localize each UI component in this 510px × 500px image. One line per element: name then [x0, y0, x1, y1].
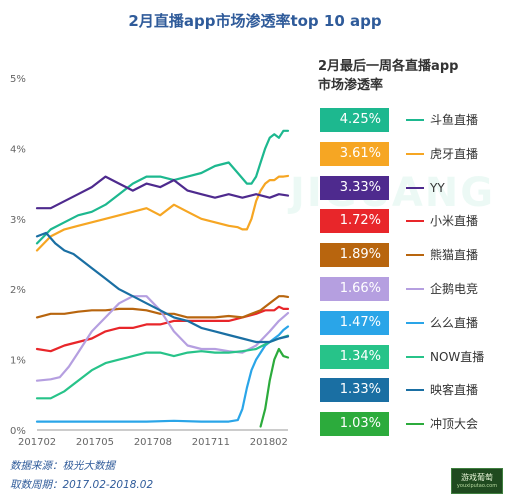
legend-title: 2月最后一周各直播app 市场渗透率: [318, 57, 498, 95]
footer-source: 数据来源：极光大数据: [10, 460, 115, 472]
legend-value-badge: 1.72%: [320, 209, 389, 234]
legend-series-name: 冲顶大会: [430, 417, 479, 432]
legend-line-swatch: [406, 152, 424, 155]
legend-item: 3.61% 虎牙直播: [320, 141, 505, 166]
legend-value-badge: 1.33%: [320, 378, 389, 403]
legend-item: 1.34% NOW直播: [320, 344, 505, 369]
legend-line-swatch: [406, 220, 424, 223]
legend-line-swatch: [406, 186, 424, 189]
chart-title: 2月直播app市场渗透率top 10 app: [128, 12, 382, 30]
x-tick-label: 201705: [76, 437, 114, 448]
legend-item: 1.72% 小米直播: [320, 209, 505, 234]
legend-line-swatch: [406, 288, 424, 290]
legend-series-name: 企鹅电竞: [430, 282, 479, 296]
legend-value-badge: 1.03%: [320, 412, 389, 437]
y-tick-label: 1%: [10, 356, 26, 367]
legend-item: 3.33% YY: [320, 175, 505, 200]
series-line: [259, 347, 290, 428]
legend-line-swatch: [406, 423, 424, 426]
legend-line-swatch: [406, 119, 424, 121]
series-line: [35, 325, 290, 423]
footer-period: 取数周期：2017.02-2018.02: [10, 479, 154, 491]
legend-item: 1.47% 么么直播: [320, 310, 505, 335]
series-line: [35, 334, 290, 400]
series-line: [35, 174, 290, 252]
legend-series-name: 映客直播: [430, 383, 479, 398]
series-line: [35, 295, 290, 319]
legend-series-name: YY: [430, 180, 445, 195]
logo-text: 游戏葡萄: [461, 473, 493, 482]
legend-value-badge: 1.34%: [320, 344, 389, 369]
y-tick-label: 2%: [10, 285, 26, 296]
legend-value-badge: 3.33%: [320, 175, 389, 200]
legend-line-swatch: [406, 254, 424, 257]
y-tick-label: 4%: [10, 144, 26, 155]
y-tick-label: 3%: [10, 215, 26, 226]
legend-series-name: NOW直播: [430, 349, 485, 364]
legend-line-swatch: [406, 321, 424, 324]
series-line: [35, 175, 290, 210]
y-tick-label: 5%: [10, 74, 26, 85]
legend-series-name: 么么直播: [430, 315, 479, 330]
legend-title-line1: 2月最后一周各直播app: [318, 59, 459, 74]
legend-series-name: 熊猫直播: [430, 248, 479, 263]
x-tick-label: 201708: [134, 437, 172, 448]
legend-item: 1.89% 熊猫直播: [320, 243, 505, 268]
x-tick-label: 201711: [192, 437, 230, 448]
logo-subtext: youxiputao.com: [456, 483, 498, 489]
series-line: [35, 129, 290, 245]
legend-line-swatch: [406, 355, 424, 358]
x-tick-label: 201702: [18, 437, 56, 448]
legend-value-badge: 3.61%: [320, 141, 389, 166]
x-tick-label: 201802: [250, 437, 288, 448]
legend-value-badge: 1.66%: [320, 277, 389, 301]
series-line: [35, 295, 290, 382]
publisher-logo: 游戏葡萄 youxiputao.com: [451, 468, 503, 494]
legend-item: 1.33% 映客直播: [320, 378, 505, 403]
legend-value-badge: 4.25%: [320, 108, 389, 132]
series-line: [35, 231, 290, 344]
legend-series-name: 小米直播: [430, 214, 479, 229]
legend-line-swatch: [406, 389, 424, 392]
legend-value-badge: 1.89%: [320, 243, 389, 268]
legend-value-badge: 1.47%: [320, 310, 389, 335]
legend-title-line2: 市场渗透率: [318, 78, 384, 93]
legend-series-name: 斗鱼直播: [430, 113, 479, 127]
legend-series-name: 虎牙直播: [430, 146, 479, 161]
legend-item: 4.25% 斗鱼直播: [320, 108, 505, 132]
legend-item: 1.66% 企鹅电竞: [320, 277, 505, 301]
legend-item: 1.03% 冲顶大会: [320, 412, 505, 437]
y-tick-label: 0%: [10, 426, 26, 437]
